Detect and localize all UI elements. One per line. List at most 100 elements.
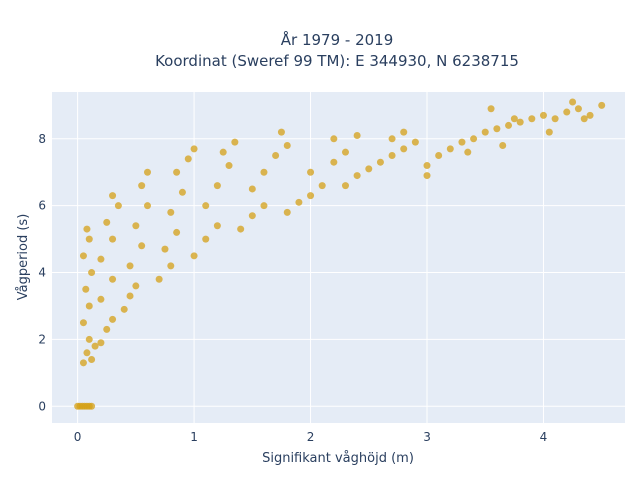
data-point xyxy=(493,125,501,133)
data-point xyxy=(458,138,466,146)
data-point xyxy=(114,202,122,210)
data-point xyxy=(155,275,163,283)
data-point xyxy=(388,152,396,160)
data-point xyxy=(82,285,90,293)
data-point xyxy=(97,255,105,263)
data-point xyxy=(260,202,268,210)
data-point xyxy=(103,325,111,333)
data-point xyxy=(79,319,87,327)
data-point xyxy=(505,121,513,129)
data-point xyxy=(586,111,594,119)
data-point xyxy=(516,118,524,126)
data-point xyxy=(161,245,169,253)
data-point xyxy=(213,182,221,190)
data-point xyxy=(353,172,361,180)
data-point xyxy=(341,148,349,156)
data-point xyxy=(91,342,99,350)
data-point xyxy=(138,242,146,250)
data-point xyxy=(580,115,588,123)
y-tick-label: 0 xyxy=(38,399,46,413)
x-tick-label: 4 xyxy=(540,430,548,444)
data-point xyxy=(563,108,571,116)
data-point xyxy=(237,225,245,233)
data-point xyxy=(213,222,221,230)
data-point xyxy=(231,138,239,146)
data-point xyxy=(173,228,181,236)
data-point xyxy=(481,128,489,136)
data-point xyxy=(318,182,326,190)
chart-title-line-1: År 1979 - 2019 xyxy=(281,30,394,49)
data-point xyxy=(202,202,210,210)
data-point xyxy=(353,131,361,139)
data-point xyxy=(307,168,315,176)
data-point xyxy=(83,349,91,357)
data-point xyxy=(487,105,495,113)
data-point xyxy=(190,145,198,153)
data-point xyxy=(551,115,559,123)
data-point xyxy=(132,222,140,230)
data-point xyxy=(144,168,151,176)
data-point xyxy=(499,141,507,149)
data-point xyxy=(109,235,117,243)
data-point xyxy=(79,359,87,367)
data-point xyxy=(277,128,285,136)
data-point xyxy=(144,202,151,210)
data-point xyxy=(120,305,128,313)
data-point xyxy=(295,198,303,206)
data-point xyxy=(330,158,338,166)
data-point xyxy=(400,145,408,153)
data-point xyxy=(470,135,478,143)
data-point xyxy=(167,208,175,216)
y-tick-label: 8 xyxy=(38,132,46,146)
data-point xyxy=(272,152,280,160)
x-axis-title: Signifikant våghöjd (m) xyxy=(262,451,414,466)
data-point xyxy=(365,165,373,173)
data-point xyxy=(341,182,349,190)
data-point xyxy=(446,145,454,153)
data-point xyxy=(388,135,396,143)
data-point xyxy=(88,355,96,363)
data-point xyxy=(307,192,315,200)
x-tick-label: 1 xyxy=(190,430,198,444)
data-point xyxy=(219,148,227,156)
x-axis-ticks: 0 1 2 3 4 xyxy=(74,430,547,444)
data-point xyxy=(88,402,96,410)
x-tick-label: 3 xyxy=(423,430,431,444)
data-point xyxy=(283,141,291,149)
data-point xyxy=(178,188,186,196)
data-point xyxy=(260,168,268,176)
data-point xyxy=(330,135,338,143)
data-point xyxy=(376,158,384,166)
x-tick-label: 2 xyxy=(307,430,315,444)
x-tick-label: 0 xyxy=(74,430,82,444)
y-tick-label: 2 xyxy=(38,332,46,346)
data-point xyxy=(248,185,256,193)
data-point xyxy=(190,252,198,260)
data-point xyxy=(109,315,117,323)
data-point xyxy=(83,225,91,233)
data-point xyxy=(202,235,210,243)
data-point xyxy=(510,115,518,123)
y-axis-ticks: 0 2 4 6 8 xyxy=(38,132,46,413)
data-point xyxy=(545,128,553,136)
chart-title-line-2: Koordinat (Sweref 99 TM): E 344930, N 62… xyxy=(155,52,519,70)
data-point xyxy=(225,162,233,170)
data-point xyxy=(132,282,140,290)
data-point xyxy=(85,302,93,310)
data-point xyxy=(435,152,443,160)
y-tick-label: 6 xyxy=(38,199,46,213)
data-point xyxy=(138,182,146,190)
data-point xyxy=(464,148,472,156)
data-point xyxy=(569,98,577,106)
data-point xyxy=(423,162,431,170)
data-point xyxy=(400,128,408,136)
data-point xyxy=(283,208,291,216)
plot-area xyxy=(52,92,625,423)
data-point xyxy=(411,138,419,146)
data-point xyxy=(248,212,256,220)
data-point xyxy=(598,101,606,109)
y-axis-title: Vågperiod (s) xyxy=(16,214,31,301)
data-point xyxy=(423,172,431,180)
y-tick-label: 4 xyxy=(38,266,46,280)
